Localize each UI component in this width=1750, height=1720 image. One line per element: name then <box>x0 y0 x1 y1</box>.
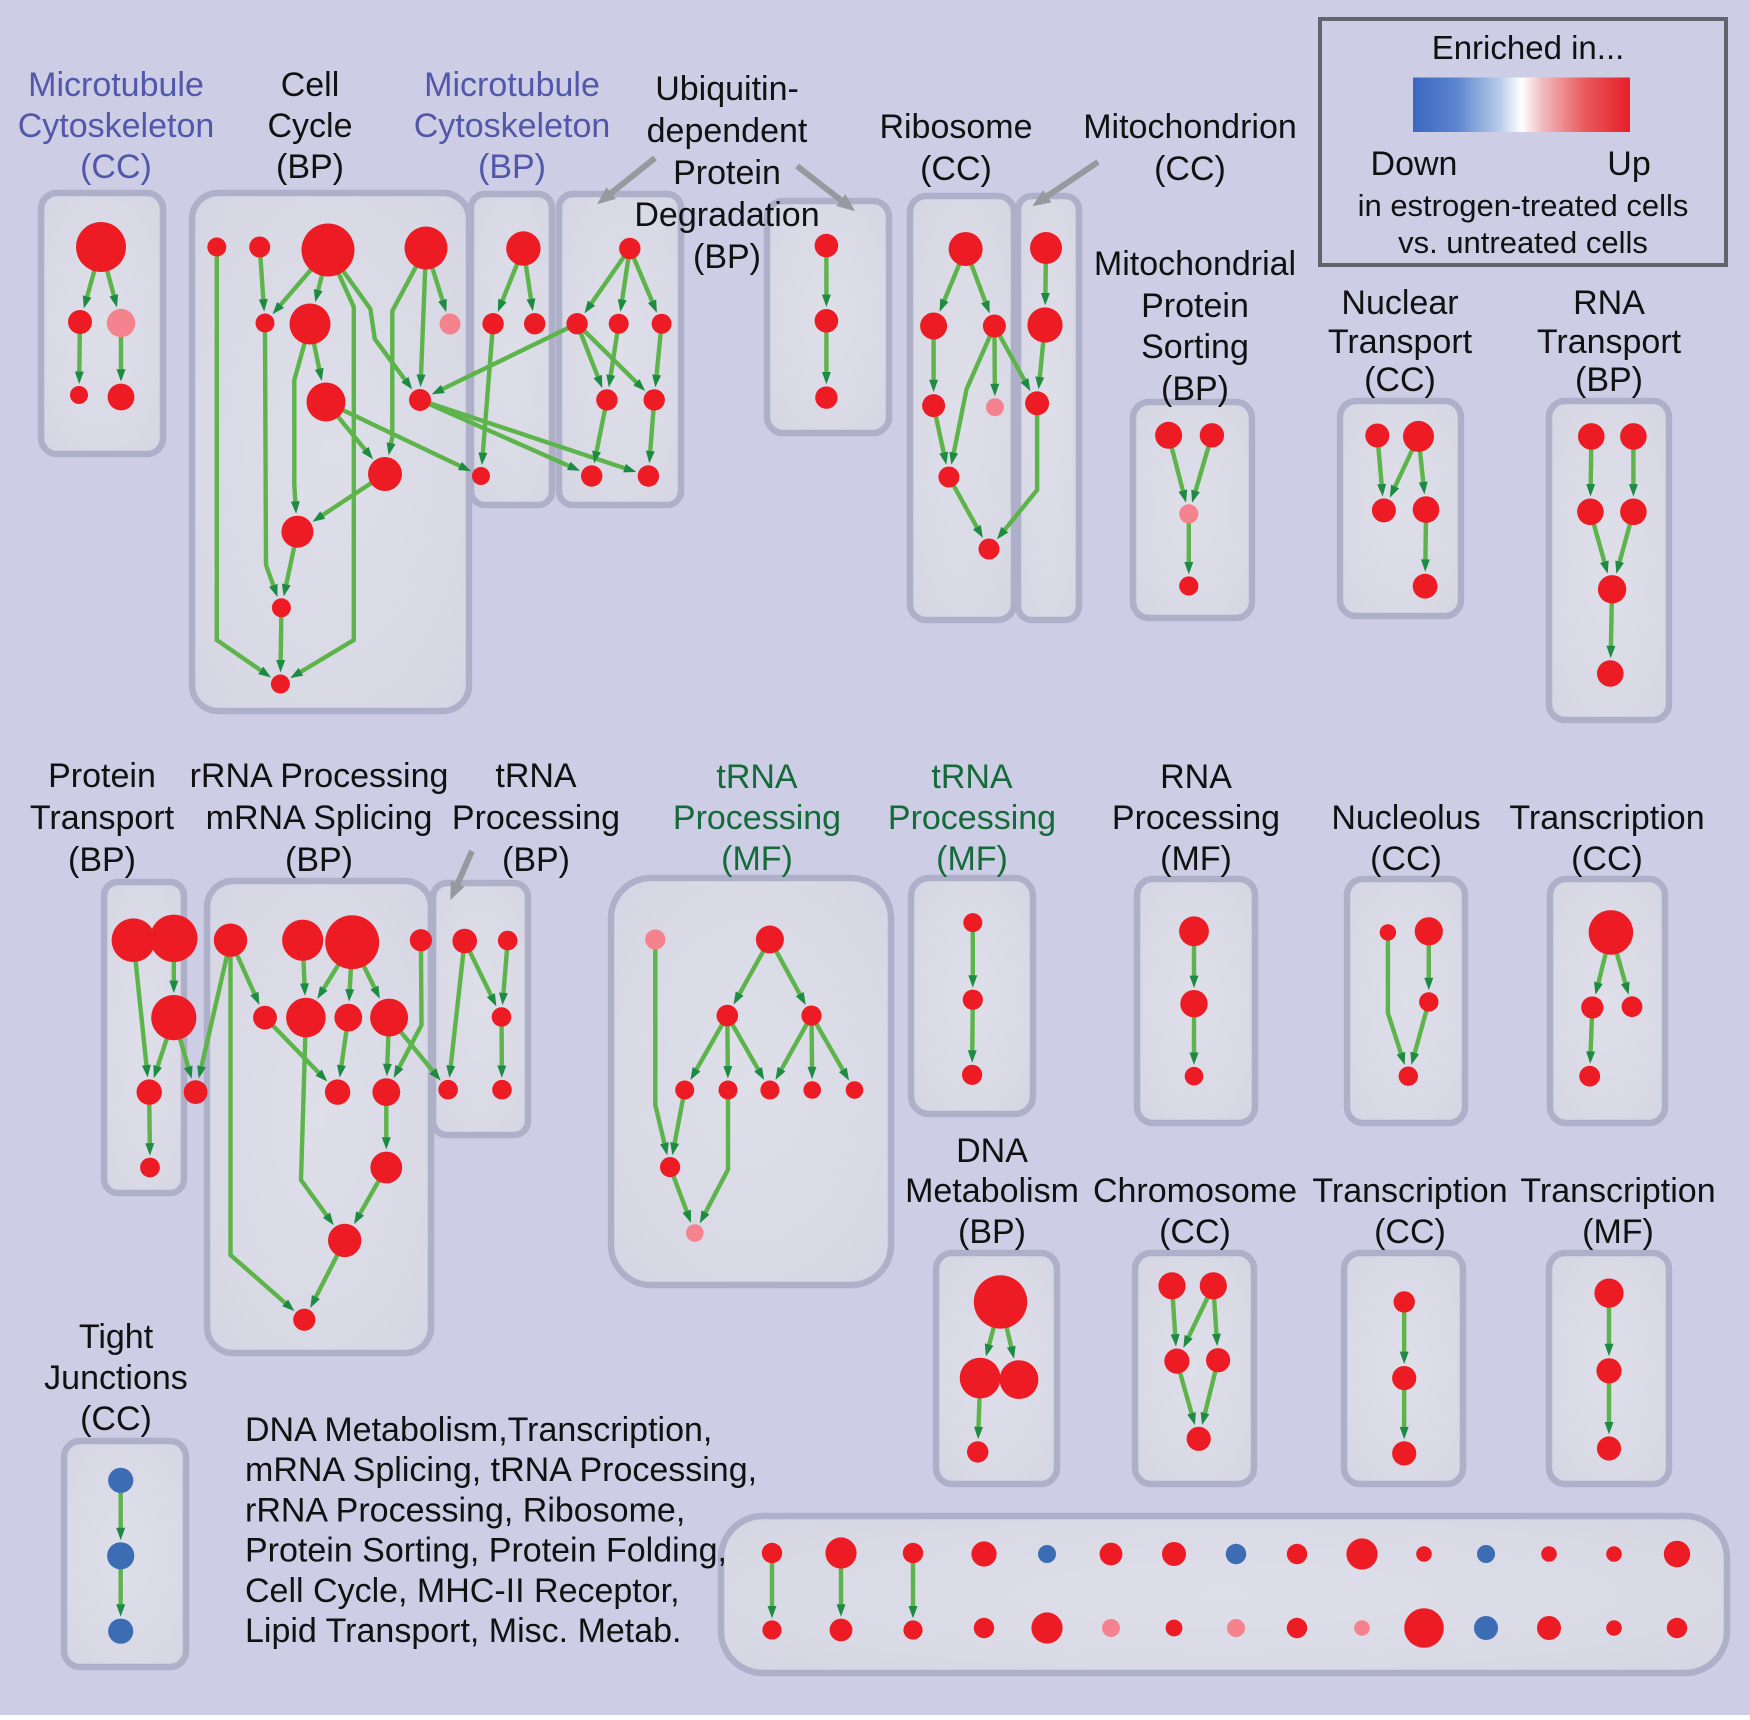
svg-text:rRNA Processing, Ribosome,: rRNA Processing, Ribosome, <box>245 1491 685 1529</box>
svg-text:Transcription: Transcription <box>1509 799 1704 837</box>
svg-text:(CC): (CC) <box>1159 1213 1231 1251</box>
svg-text:Transcription: Transcription <box>1520 1172 1715 1210</box>
svg-text:Cell: Cell <box>281 66 340 104</box>
svg-text:Cell Cycle, MHC-II Receptor,: Cell Cycle, MHC-II Receptor, <box>245 1572 680 1610</box>
svg-text:(BP): (BP) <box>693 238 761 276</box>
svg-text:mRNA Splicing, tRNA Processing: mRNA Splicing, tRNA Processing, <box>245 1451 757 1489</box>
svg-text:dependent: dependent <box>647 112 808 150</box>
svg-text:Up: Up <box>1607 145 1650 183</box>
svg-text:Mitochondrion: Mitochondrion <box>1083 108 1297 146</box>
svg-text:Nucleolus: Nucleolus <box>1331 799 1480 837</box>
svg-text:(CC): (CC) <box>1364 361 1436 399</box>
svg-text:Chromosome: Chromosome <box>1093 1172 1297 1210</box>
svg-text:Processing: Processing <box>452 799 620 837</box>
svg-text:Sorting: Sorting <box>1141 328 1249 366</box>
svg-text:(BP): (BP) <box>68 841 136 879</box>
svg-text:Cycle: Cycle <box>267 107 352 145</box>
svg-text:(CC): (CC) <box>1370 840 1442 878</box>
svg-text:(BP): (BP) <box>502 841 570 879</box>
svg-text:Cytoskeleton: Cytoskeleton <box>414 107 611 145</box>
svg-text:Transport: Transport <box>1537 323 1682 361</box>
svg-text:(BP): (BP) <box>1575 361 1643 399</box>
svg-text:(MF): (MF) <box>936 840 1008 878</box>
svg-text:rRNA Processing: rRNA Processing <box>190 757 449 795</box>
svg-text:RNA: RNA <box>1573 284 1645 322</box>
svg-text:Metabolism: Metabolism <box>905 1172 1079 1210</box>
svg-text:(BP): (BP) <box>958 1213 1026 1251</box>
svg-text:tRNA: tRNA <box>495 757 577 795</box>
svg-text:tRNA: tRNA <box>931 758 1013 796</box>
svg-text:(MF): (MF) <box>721 840 793 878</box>
svg-text:(CC): (CC) <box>1571 840 1643 878</box>
svg-text:Transcription: Transcription <box>1312 1172 1507 1210</box>
svg-text:(CC): (CC) <box>80 1400 152 1438</box>
svg-text:(CC): (CC) <box>920 150 992 188</box>
svg-text:Tight: Tight <box>79 1318 154 1356</box>
svg-text:DNA: DNA <box>956 1132 1028 1170</box>
svg-text:(BP): (BP) <box>276 148 344 186</box>
svg-text:in estrogen-treated cells: in estrogen-treated cells <box>1358 188 1689 223</box>
svg-text:(CC): (CC) <box>1154 150 1226 188</box>
svg-text:tRNA: tRNA <box>716 758 798 796</box>
svg-text:(MF): (MF) <box>1160 840 1232 878</box>
svg-text:Protein: Protein <box>48 757 156 795</box>
svg-text:Enriched in...: Enriched in... <box>1432 29 1625 66</box>
svg-text:Nuclear: Nuclear <box>1341 284 1458 322</box>
svg-text:Processing: Processing <box>888 799 1056 837</box>
svg-text:(CC): (CC) <box>1374 1213 1446 1251</box>
svg-text:Protein: Protein <box>1141 287 1249 325</box>
svg-text:Processing: Processing <box>673 799 841 837</box>
svg-text:Lipid Transport, Misc. Metab.: Lipid Transport, Misc. Metab. <box>245 1612 682 1650</box>
svg-text:Ribosome: Ribosome <box>879 108 1032 146</box>
svg-text:Microtubule: Microtubule <box>28 66 204 104</box>
svg-text:(MF): (MF) <box>1582 1213 1654 1251</box>
svg-text:Down: Down <box>1371 145 1458 183</box>
svg-text:mRNA Splicing: mRNA Splicing <box>206 799 433 837</box>
svg-text:Ubiquitin-: Ubiquitin- <box>655 70 799 108</box>
svg-text:Junctions: Junctions <box>44 1359 188 1397</box>
svg-text:Microtubule: Microtubule <box>424 66 600 104</box>
svg-text:Mitochondrial: Mitochondrial <box>1094 245 1296 283</box>
svg-text:Protein Sorting, Protein Foldi: Protein Sorting, Protein Folding, <box>245 1532 727 1570</box>
svg-text:Cytoskeleton: Cytoskeleton <box>18 107 215 145</box>
svg-text:(BP): (BP) <box>1161 370 1229 408</box>
svg-text:(BP): (BP) <box>285 841 353 879</box>
svg-text:Transport: Transport <box>30 799 175 837</box>
svg-text:DNA Metabolism,Transcription,: DNA Metabolism,Transcription, <box>245 1411 712 1449</box>
svg-text:Transport: Transport <box>1328 323 1473 361</box>
svg-text:vs. untreated cells: vs. untreated cells <box>1398 225 1648 260</box>
svg-text:Processing: Processing <box>1112 799 1280 837</box>
svg-text:(BP): (BP) <box>478 148 546 186</box>
svg-text:Degradation: Degradation <box>634 196 819 234</box>
svg-text:(CC): (CC) <box>80 148 152 186</box>
svg-text:RNA: RNA <box>1160 758 1232 796</box>
svg-text:Protein: Protein <box>673 154 781 192</box>
